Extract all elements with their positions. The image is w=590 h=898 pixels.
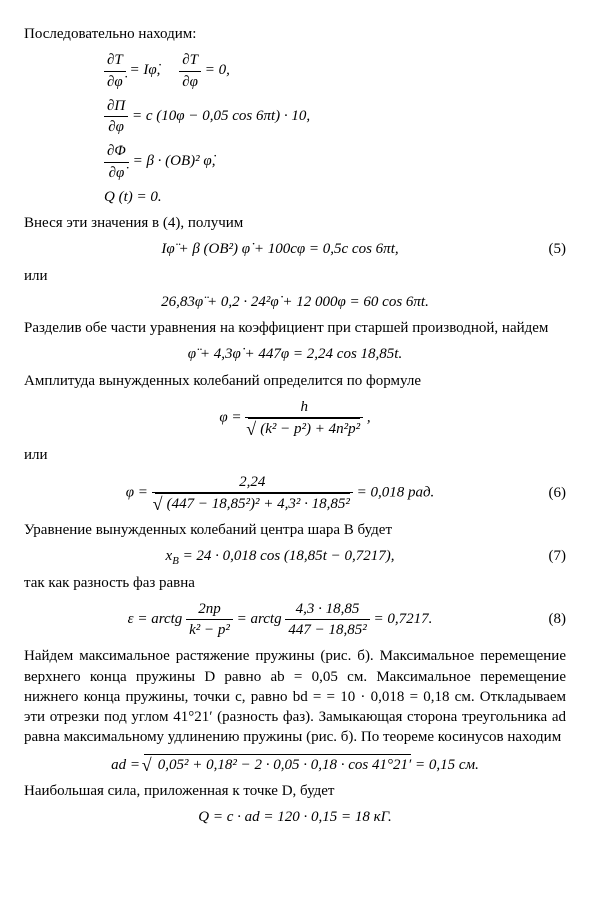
para-3: или: [24, 266, 566, 286]
eq-9: φ = 2,24 (447 − 18,85²)² + 4,3² · 18,85²…: [24, 472, 566, 515]
eq-number-5: (5): [536, 239, 566, 259]
eq-number-8: (8): [536, 609, 566, 629]
eq-number-6: (6): [536, 483, 566, 503]
eq-13: Q = c · ad = 120 · 0,15 = 18 кГ.: [24, 807, 566, 827]
eq-group-1: ∂T∂φ̇ = Iφ̇, ∂T∂φ = 0, ∂П∂φ = c (10φ − 0…: [104, 50, 566, 207]
eq-12: ad = 0,05² + 0,18² − 2 · 0,05 · 0,18 · c…: [24, 754, 566, 775]
eq-5: Iφ̈ + β (OB²) φ̇ + 100cφ = 0,5c cos 6πt,…: [24, 239, 566, 259]
para-9: Найдем максимальное растяжение пружины (…: [24, 646, 566, 747]
eq-10: xB = 24 · 0,018 cos (18,85t − 0,7217), (…: [24, 546, 566, 566]
para-4: Разделив обе части уравнения на коэффици…: [24, 318, 566, 338]
para-2: Внеся эти значения в (4), получим: [24, 213, 566, 233]
para-10: Наибольшая сила, приложенная к точке D, …: [24, 781, 566, 801]
para-5: Амплитуда вынужденных колебаний определи…: [24, 371, 566, 391]
eq-8: φ = h (k² − p²) + 4n²p² ,: [24, 397, 566, 440]
para-7: Уравнение вынужденных колебаний центра ш…: [24, 520, 566, 540]
para-6: или: [24, 445, 566, 465]
para-intro: Последовательно находим:: [24, 24, 566, 44]
eq-11: ε = arctg 2np k² − p² = arctg 4,3 · 18,8…: [24, 599, 566, 641]
eq-7: φ̈ + 4,3φ̇ + 447φ = 2,24 cos 18,85t.: [24, 344, 566, 364]
para-8: так как разность фаз равна: [24, 573, 566, 593]
eq-number-7: (7): [536, 546, 566, 566]
eq-6: 26,83φ̈ + 0,2 · 24²φ̇ + 12 000φ = 60 cos…: [24, 292, 566, 312]
